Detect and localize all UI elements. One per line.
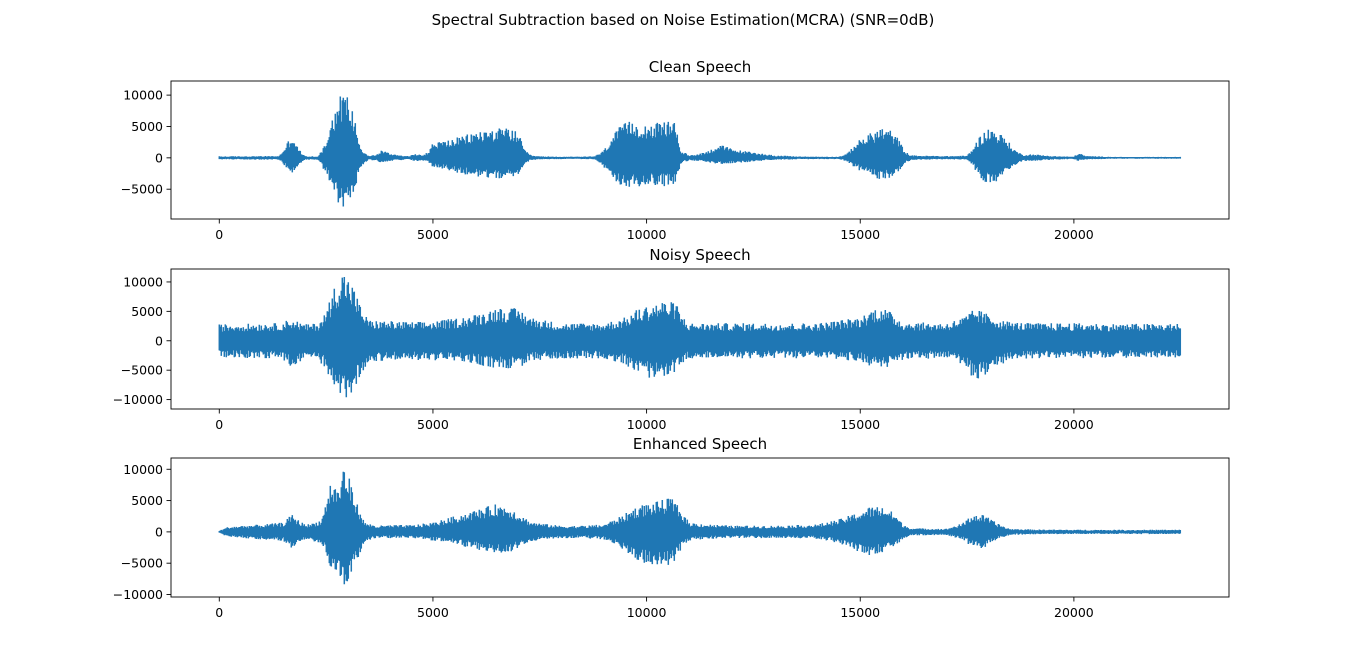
y-tick-label: 10000 <box>123 274 163 289</box>
waveform-line-noisy-speech <box>218 277 1182 398</box>
x-tick-label: 15000 <box>840 417 880 432</box>
plot-title-noisy-speech: Noisy Speech <box>649 246 750 264</box>
y-tick-label: 0 <box>155 524 163 539</box>
y-tick-label: 10000 <box>123 88 163 103</box>
plot-title-enhanced-speech: Enhanced Speech <box>633 435 767 453</box>
x-tick-label: 20000 <box>1054 227 1094 242</box>
x-tick-label: 15000 <box>840 605 880 620</box>
subplot-clean-speech: Clean Speech 0 5000 10000 15000 20000 −5000 0 50… <box>121 58 1230 242</box>
axes-frame <box>170 268 1230 410</box>
x-tick-label: 10000 <box>627 417 667 432</box>
y-tick-label: 5000 <box>131 493 163 508</box>
x-tick-label: 0 <box>215 227 223 242</box>
figure-suptitle: Spectral Subtraction based on Noise Esti… <box>432 11 935 29</box>
y-tick-label: 10000 <box>123 462 163 477</box>
x-tick-label: 20000 <box>1054 605 1094 620</box>
subplot-noisy-speech: Noisy Speech 0 5000 10000 15000 20000 −10000 −5… <box>113 246 1230 432</box>
x-tick-label: 10000 <box>627 605 667 620</box>
y-tick-label: −10000 <box>113 392 163 407</box>
y-tick-label: 0 <box>155 150 163 165</box>
x-tick-label: 5000 <box>417 417 449 432</box>
axes-frame <box>170 80 1230 220</box>
y-tick-label: −5000 <box>121 363 163 378</box>
y-tick-label: 5000 <box>131 119 163 134</box>
x-tick-label: 0 <box>215 417 223 432</box>
x-tick-label: 5000 <box>417 605 449 620</box>
x-tick-label: 0 <box>215 605 223 620</box>
subplot-enhanced-speech: Enhanced Speech 0 5000 10000 15000 20000 −1000… <box>113 435 1230 620</box>
x-tick-label: 5000 <box>417 227 449 242</box>
y-tick-label: −5000 <box>121 182 163 197</box>
y-tick-label: 5000 <box>131 304 163 319</box>
waveform-line-enhanced-speech <box>218 471 1182 585</box>
x-tick-label: 10000 <box>627 227 667 242</box>
waveform-line-clean-speech <box>218 96 1182 207</box>
x-tick-label: 20000 <box>1054 417 1094 432</box>
x-tick-label: 15000 <box>840 227 880 242</box>
plot-title-clean-speech: Clean Speech <box>649 58 752 76</box>
y-tick-label: 0 <box>155 333 163 348</box>
axes-frame <box>170 457 1230 598</box>
y-tick-label: −10000 <box>113 587 163 602</box>
y-tick-label: −5000 <box>121 556 163 571</box>
